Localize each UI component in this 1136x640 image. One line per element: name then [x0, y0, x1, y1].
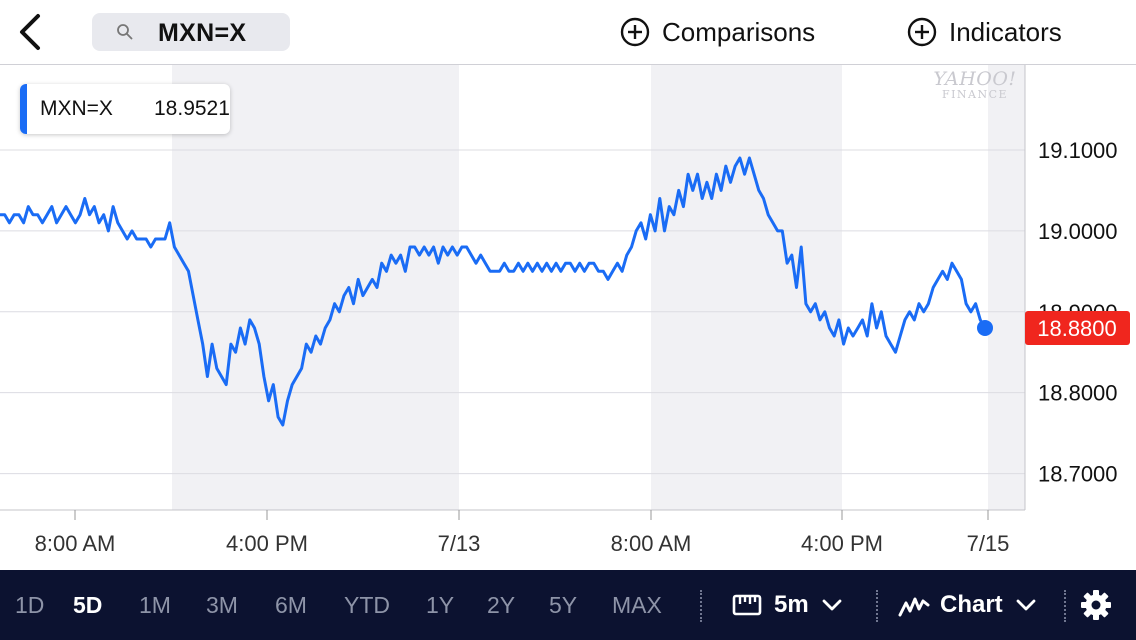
range-5d[interactable]: 5D	[73, 592, 103, 618]
range-2y[interactable]: 2Y	[487, 592, 516, 618]
session-shading	[988, 65, 1025, 510]
range-6m[interactable]: 6M	[275, 592, 307, 618]
comparisons-label: Comparisons	[662, 16, 816, 47]
chevron-down-icon	[822, 599, 842, 611]
symbol-search[interactable]: MXN=X	[92, 13, 290, 51]
crosshair-tooltip: MXN=X 18.9521	[20, 84, 230, 134]
top-bar: MXN=X Comparisons Indicators	[0, 0, 1136, 65]
toolbar-divider	[700, 590, 704, 622]
toolbar-divider	[876, 590, 880, 622]
range-max[interactable]: MAX	[612, 592, 662, 618]
tooltip-value: 18.9521	[154, 97, 230, 120]
search-icon	[117, 24, 133, 40]
session-shading	[172, 65, 459, 510]
y-tick-label: 18.7000	[1038, 462, 1118, 487]
series-color-marker	[20, 84, 27, 134]
indicators-button[interactable]: Indicators	[907, 14, 1062, 50]
toolbar-divider	[1064, 590, 1068, 622]
range-3m[interactable]: 3M	[206, 592, 238, 618]
search-symbol: MXN=X	[158, 19, 247, 47]
plus-circle-icon	[620, 17, 650, 47]
current-price-badge	[1025, 310, 1130, 345]
interval-label: 5m	[774, 591, 809, 618]
range-1y[interactable]: 1Y	[426, 592, 455, 618]
line-chart-icon	[898, 597, 930, 617]
chart-type-selector[interactable]: Chart	[898, 586, 1037, 624]
y-tick-label: 18.8000	[1038, 381, 1118, 406]
current-point-marker	[977, 319, 993, 336]
range-toolbar: 1D 5D 1M 3M 6M YTD 1Y 2Y 5Y MAX 5m Chart	[0, 570, 1136, 640]
ruler-icon	[732, 594, 762, 616]
session-shading	[651, 65, 842, 510]
current-price-label: 18.8800	[1037, 316, 1117, 341]
x-tick-label: 7/13	[438, 531, 481, 556]
range-5y[interactable]: 5Y	[549, 592, 578, 618]
chevron-down-icon	[1016, 599, 1036, 611]
y-tick-label: 19.0000	[1038, 219, 1118, 244]
yahoo-finance-watermark: YAHOO! FINANCE	[930, 68, 1020, 101]
x-tick-label: 4:00 PM	[226, 531, 308, 556]
gear-icon	[1081, 590, 1111, 620]
watermark-line1: YAHOO!	[933, 68, 1017, 90]
chevron-left-icon	[20, 14, 40, 50]
range-1d[interactable]: 1D	[15, 592, 45, 618]
price-line	[0, 156, 987, 427]
chart-type-label: Chart	[940, 591, 1003, 618]
back-button[interactable]	[10, 12, 50, 52]
x-tick-label: 8:00 AM	[35, 531, 116, 556]
range-1m[interactable]: 1M	[139, 592, 171, 618]
x-tick-label: 7/15	[967, 531, 1010, 556]
x-tick-label: 4:00 PM	[801, 531, 883, 556]
range-ytd[interactable]: YTD	[344, 592, 390, 618]
y-tick-label: 19.1000	[1038, 138, 1118, 163]
settings-button[interactable]	[1080, 586, 1112, 624]
watermark-line2: FINANCE	[941, 88, 1009, 101]
indicators-label: Indicators	[949, 16, 1062, 47]
comparisons-button[interactable]: Comparisons	[620, 14, 815, 50]
x-tick-label: 8:00 AM	[611, 531, 692, 556]
plus-circle-icon	[907, 17, 937, 47]
interval-selector[interactable]: 5m	[732, 586, 843, 624]
tooltip-symbol: MXN=X	[40, 97, 113, 120]
